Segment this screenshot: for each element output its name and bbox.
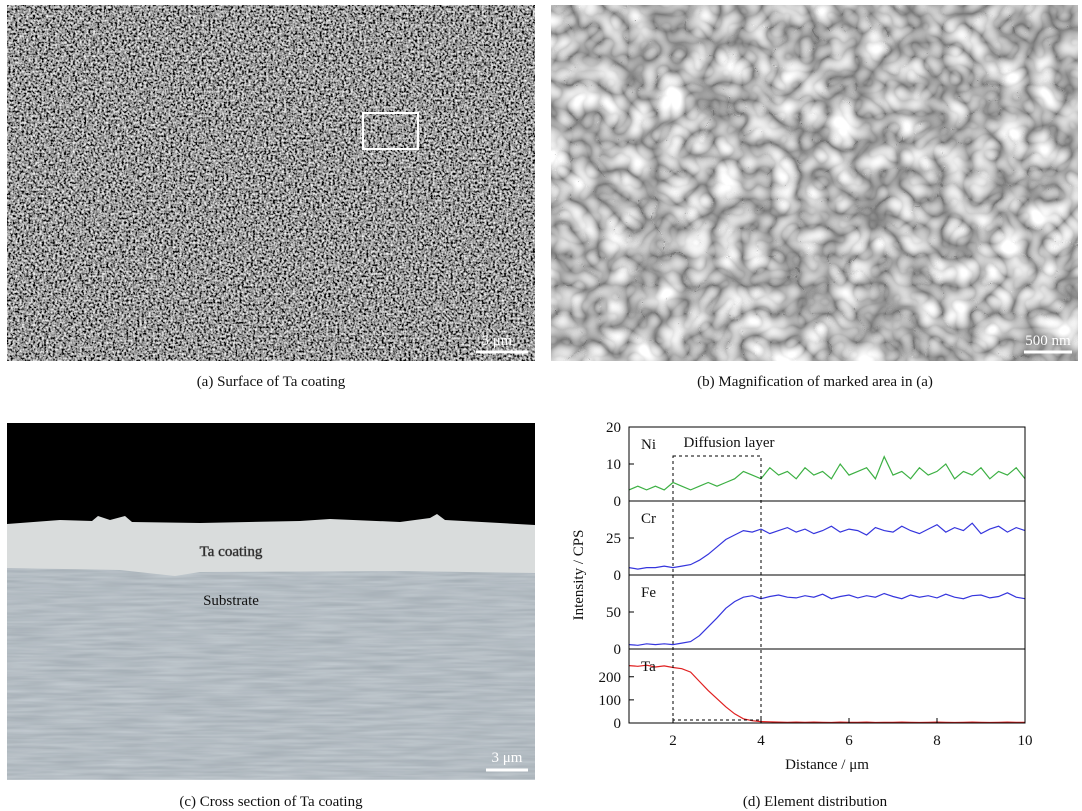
y-axis-label: Intensity / CPS bbox=[571, 530, 587, 621]
substrate-texture bbox=[7, 566, 535, 779]
series-label: Cr bbox=[641, 511, 656, 527]
scale-bar-label: 5 μm bbox=[482, 333, 513, 349]
panel-frame bbox=[629, 649, 1025, 723]
y-tick-label: 200 bbox=[599, 670, 622, 686]
y-tick-label: 100 bbox=[599, 693, 622, 709]
x-tick-label: 6 bbox=[845, 733, 853, 749]
y-tick-label: 10 bbox=[606, 457, 621, 473]
y-tick-label: 0 bbox=[614, 716, 622, 732]
diffusion-box bbox=[673, 456, 761, 720]
layer-label: Substrate bbox=[203, 593, 259, 609]
x-axis-label: Distance / μm bbox=[785, 757, 869, 773]
caption: (b) Magnification of marked area in (a) bbox=[697, 374, 933, 390]
series-label: Fe bbox=[641, 585, 656, 601]
panel-c: Ta coating Substrate 3 μm (c) Cross sect… bbox=[7, 423, 535, 810]
y-tick-label: 0 bbox=[614, 568, 622, 584]
sem-texture bbox=[551, 5, 1078, 361]
data-line bbox=[629, 457, 1025, 490]
sem-texture bbox=[7, 5, 535, 361]
series-label: Ni bbox=[641, 437, 656, 453]
series-label: Ta bbox=[641, 659, 656, 675]
panel-a: 5 μm (a) Surface of Ta coating bbox=[7, 5, 535, 390]
coating bbox=[7, 514, 535, 576]
y-tick-label: 20 bbox=[606, 420, 621, 436]
panel-frame bbox=[629, 575, 1025, 649]
figure: 5 μm (a) Surface of Ta coating 500 nm (b… bbox=[0, 0, 1082, 811]
element-chart: Ni 0 10 20 Cr 0 25 Fe 0 50 Ta 0 100 200 2 4 6 8 10 Diffusio… bbox=[571, 420, 1033, 773]
layer-label: Ta coating bbox=[200, 544, 263, 560]
panel-b: 500 nm (b) Magnification of marked area … bbox=[551, 5, 1078, 390]
y-tick-label: 0 bbox=[614, 494, 622, 510]
data-line bbox=[629, 523, 1025, 569]
data-line bbox=[629, 665, 1025, 722]
y-tick-label: 25 bbox=[606, 531, 621, 547]
y-tick-label: 50 bbox=[606, 605, 621, 621]
caption: (d) Element distribution bbox=[743, 794, 888, 810]
y-tick-label: 0 bbox=[614, 642, 622, 658]
caption: (c) Cross section of Ta coating bbox=[179, 794, 363, 810]
caption: (a) Surface of Ta coating bbox=[197, 374, 346, 390]
annotation: Diffusion layer bbox=[684, 435, 775, 451]
x-tick-label: 4 bbox=[757, 733, 765, 749]
panel-frame bbox=[629, 501, 1025, 575]
x-tick-label: 10 bbox=[1018, 733, 1033, 749]
scale-bar-label: 3 μm bbox=[492, 750, 523, 766]
x-tick-label: 8 bbox=[933, 733, 941, 749]
x-tick-label: 2 bbox=[669, 733, 677, 749]
data-line bbox=[629, 593, 1025, 646]
scale-bar-label: 500 nm bbox=[1025, 333, 1071, 349]
